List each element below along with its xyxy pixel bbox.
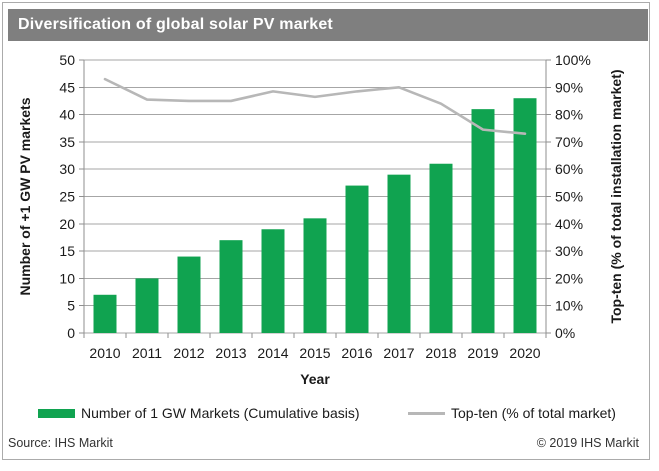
line-series bbox=[103, 77, 527, 136]
chart-footer: Source: IHS Markit © 2019 IHS Markit bbox=[8, 436, 645, 452]
legend-line-label: Top-ten (% of total market) bbox=[451, 405, 616, 421]
svg-text:0: 0 bbox=[67, 325, 75, 341]
svg-text:30%: 30% bbox=[555, 243, 583, 259]
bar-2012 bbox=[177, 256, 201, 333]
svg-text:2016: 2016 bbox=[341, 345, 372, 361]
svg-text:2017: 2017 bbox=[383, 345, 414, 361]
svg-text:30: 30 bbox=[59, 161, 75, 177]
bar-2017 bbox=[387, 174, 411, 333]
legend-bar-swatch-icon bbox=[38, 408, 75, 418]
svg-text:2020: 2020 bbox=[509, 345, 540, 361]
bar-2011 bbox=[135, 278, 159, 333]
svg-text:10%: 10% bbox=[555, 298, 583, 314]
source-credit: Source: IHS Markit bbox=[8, 436, 113, 450]
svg-text:2012: 2012 bbox=[173, 345, 204, 361]
svg-text:Year: Year bbox=[300, 371, 330, 387]
svg-text:2013: 2013 bbox=[215, 345, 246, 361]
chart-svg: 0 5 10 15 20 25 30 35 40 45 50 0% 10% 20% 30% 40% 50% 60%… bbox=[17, 52, 624, 387]
svg-text:2011: 2011 bbox=[132, 345, 162, 361]
bar-2016 bbox=[345, 185, 369, 333]
svg-text:40%: 40% bbox=[555, 216, 583, 232]
svg-text:25: 25 bbox=[59, 189, 75, 205]
legend-item-bars: Number of 1 GW Markets (Cumulative basis… bbox=[38, 403, 360, 423]
bar-series bbox=[93, 98, 537, 333]
right-axis-tick-labels: 0% 10% 20% 30% 40% 50% 60% 70% 80% 90% 100% bbox=[555, 52, 591, 341]
left-axis-tick-labels: 0 5 10 15 20 25 30 35 40 45 50 bbox=[59, 52, 75, 341]
bar-2019 bbox=[471, 109, 495, 333]
axis-lines bbox=[83, 60, 547, 338]
svg-text:0%: 0% bbox=[555, 325, 575, 341]
svg-text:60%: 60% bbox=[555, 161, 583, 177]
axis-titles: Year Number of +1 GW PV markets Top-ten (%… bbox=[17, 69, 624, 387]
bar-2018 bbox=[429, 163, 453, 333]
svg-text:2015: 2015 bbox=[299, 345, 330, 361]
bar-2015 bbox=[303, 218, 327, 333]
chart-area: 0 5 10 15 20 25 30 35 40 45 50 0% 10% 20% 30% 40% 50% 60%… bbox=[0, 45, 659, 395]
bar-2010 bbox=[93, 294, 117, 333]
svg-text:35: 35 bbox=[59, 134, 75, 150]
svg-text:50: 50 bbox=[59, 52, 75, 68]
chart-title-text: Diversification of global solar PV marke… bbox=[18, 16, 333, 33]
svg-text:15: 15 bbox=[59, 243, 75, 259]
legend-item-line: Top-ten (% of total market) bbox=[408, 403, 616, 423]
svg-text:20%: 20% bbox=[555, 270, 583, 286]
bar-2020 bbox=[513, 98, 537, 333]
copyright-notice: © 2019 IHS Markit bbox=[536, 436, 639, 450]
svg-text:90%: 90% bbox=[555, 79, 583, 95]
svg-text:2019: 2019 bbox=[467, 345, 498, 361]
svg-text:45: 45 bbox=[59, 79, 75, 95]
legend-bar-label: Number of 1 GW Markets (Cumulative basis… bbox=[81, 405, 360, 421]
svg-text:100%: 100% bbox=[555, 52, 591, 68]
svg-text:10: 10 bbox=[59, 270, 75, 286]
svg-text:2014: 2014 bbox=[257, 345, 288, 361]
svg-text:70%: 70% bbox=[555, 134, 583, 150]
svg-text:80%: 80% bbox=[555, 107, 583, 123]
svg-text:Number of +1 GW PV markets: Number of +1 GW PV markets bbox=[17, 97, 33, 295]
svg-text:40: 40 bbox=[59, 107, 75, 123]
grid-lines bbox=[84, 59, 546, 334]
svg-text:5: 5 bbox=[67, 298, 75, 314]
svg-text:Top-ten (% of total installati: Top-ten (% of total installation market) bbox=[608, 69, 624, 323]
bar-2013 bbox=[219, 240, 243, 333]
axis-ticks bbox=[79, 59, 551, 334]
legend-line-swatch-icon bbox=[408, 411, 445, 415]
svg-text:20: 20 bbox=[59, 216, 75, 232]
chart-title-bar: Diversification of global solar PV marke… bbox=[8, 9, 648, 41]
bar-2014 bbox=[261, 229, 285, 333]
svg-text:2018: 2018 bbox=[425, 345, 456, 361]
svg-text:50%: 50% bbox=[555, 189, 583, 205]
chart-legend: Number of 1 GW Markets (Cumulative basis… bbox=[0, 403, 659, 423]
svg-text:2010: 2010 bbox=[89, 345, 120, 361]
x-axis-labels: 2010 2011 2012 2013 2014 2015 2016 2017 2018 2019… bbox=[89, 345, 540, 361]
